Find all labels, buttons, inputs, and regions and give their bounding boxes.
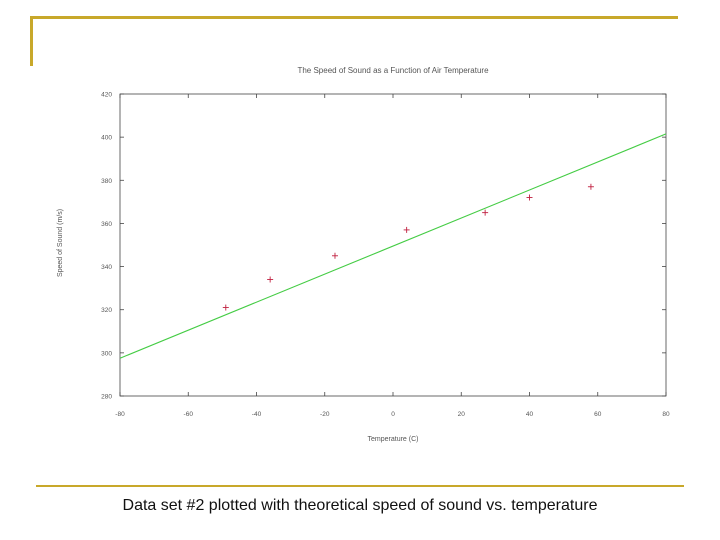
y-tick-label: 340 <box>101 264 112 271</box>
y-tick-label: 300 <box>101 350 112 357</box>
data-point <box>587 183 594 190</box>
x-tick-label: -40 <box>252 411 262 418</box>
x-tick-label: 80 <box>662 411 670 418</box>
y-tick-label: 400 <box>101 135 112 142</box>
scatter-chart: The Speed of Sound as a Function of Air … <box>57 66 670 443</box>
plot-frame <box>119 93 667 397</box>
x-tick-label: -60 <box>184 411 194 418</box>
x-tick-label: 20 <box>458 411 466 418</box>
x-tick-label: 60 <box>594 411 602 418</box>
y-tick-label: 360 <box>101 221 112 228</box>
data-point <box>222 304 229 311</box>
bottom-accent-bar <box>36 485 684 487</box>
data-point <box>526 194 533 201</box>
top-accent-bar-horizontal <box>30 16 678 19</box>
theoretical-line <box>119 133 667 359</box>
data-point <box>403 226 410 233</box>
y-axis-label: Speed of Sound (m/s) <box>57 209 64 277</box>
x-tick-label: 0 <box>391 411 395 418</box>
axes <box>119 93 667 397</box>
y-tick-label: 380 <box>101 178 112 185</box>
y-tick-label: 280 <box>101 394 112 401</box>
x-tick-label: -20 <box>320 411 330 418</box>
data-point <box>331 252 338 259</box>
data-point <box>482 209 489 216</box>
data-point <box>267 276 274 283</box>
x-tick-label: 40 <box>526 411 534 418</box>
slide-caption: Data set #2 plotted with theoretical spe… <box>122 497 598 514</box>
y-tick-label: 320 <box>101 307 112 314</box>
x-tick-label: -80 <box>115 411 125 418</box>
top-accent-bar-vertical <box>30 16 33 66</box>
chart-title: The Speed of Sound as a Function of Air … <box>297 66 489 75</box>
marks <box>119 133 667 359</box>
ticks: -80 -60 -40 -20 0 20 40 60 80 280 300 320 340 360 380 4… <box>101 92 670 419</box>
x-axis-label: Temperature (C) <box>368 436 419 443</box>
y-tick-label: 420 <box>101 92 112 99</box>
